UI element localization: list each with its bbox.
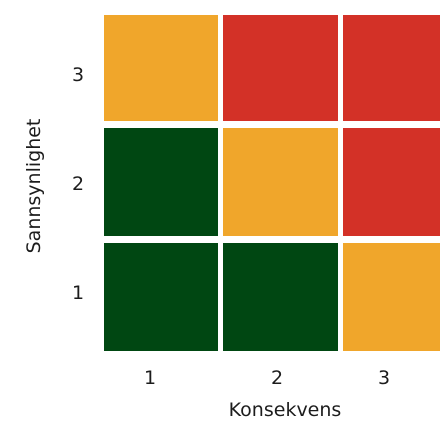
heatmap-cell-x2-y2 [223, 128, 338, 236]
y-axis-label: Sannsynlighet [23, 119, 45, 254]
x-axis-ticks: 1 2 3 [144, 367, 390, 389]
y-axis-ticks: 3 2 1 [72, 64, 84, 304]
y-tick-1: 1 [72, 282, 84, 304]
cells-layer [104, 15, 440, 351]
heatmap-cell-x2-y3 [223, 15, 338, 121]
heatmap-cell-x3-y2 [343, 128, 440, 236]
x-axis-label: Konsekvens [229, 399, 342, 421]
heatmap-cell-x3-y1 [343, 243, 440, 351]
heatmap-cell-x1-y2 [104, 128, 218, 236]
x-tick-3: 3 [378, 367, 390, 389]
x-tick-2: 2 [271, 367, 283, 389]
heatmap-cell-x2-y1 [223, 243, 338, 351]
y-tick-3: 3 [72, 64, 84, 86]
x-tick-1: 1 [144, 367, 156, 389]
y-tick-2: 2 [72, 173, 84, 195]
heatmap-cell-x1-y3 [104, 15, 218, 121]
heatmap-cell-x3-y3 [343, 15, 440, 121]
heatmap-cell-x1-y1 [104, 243, 218, 351]
